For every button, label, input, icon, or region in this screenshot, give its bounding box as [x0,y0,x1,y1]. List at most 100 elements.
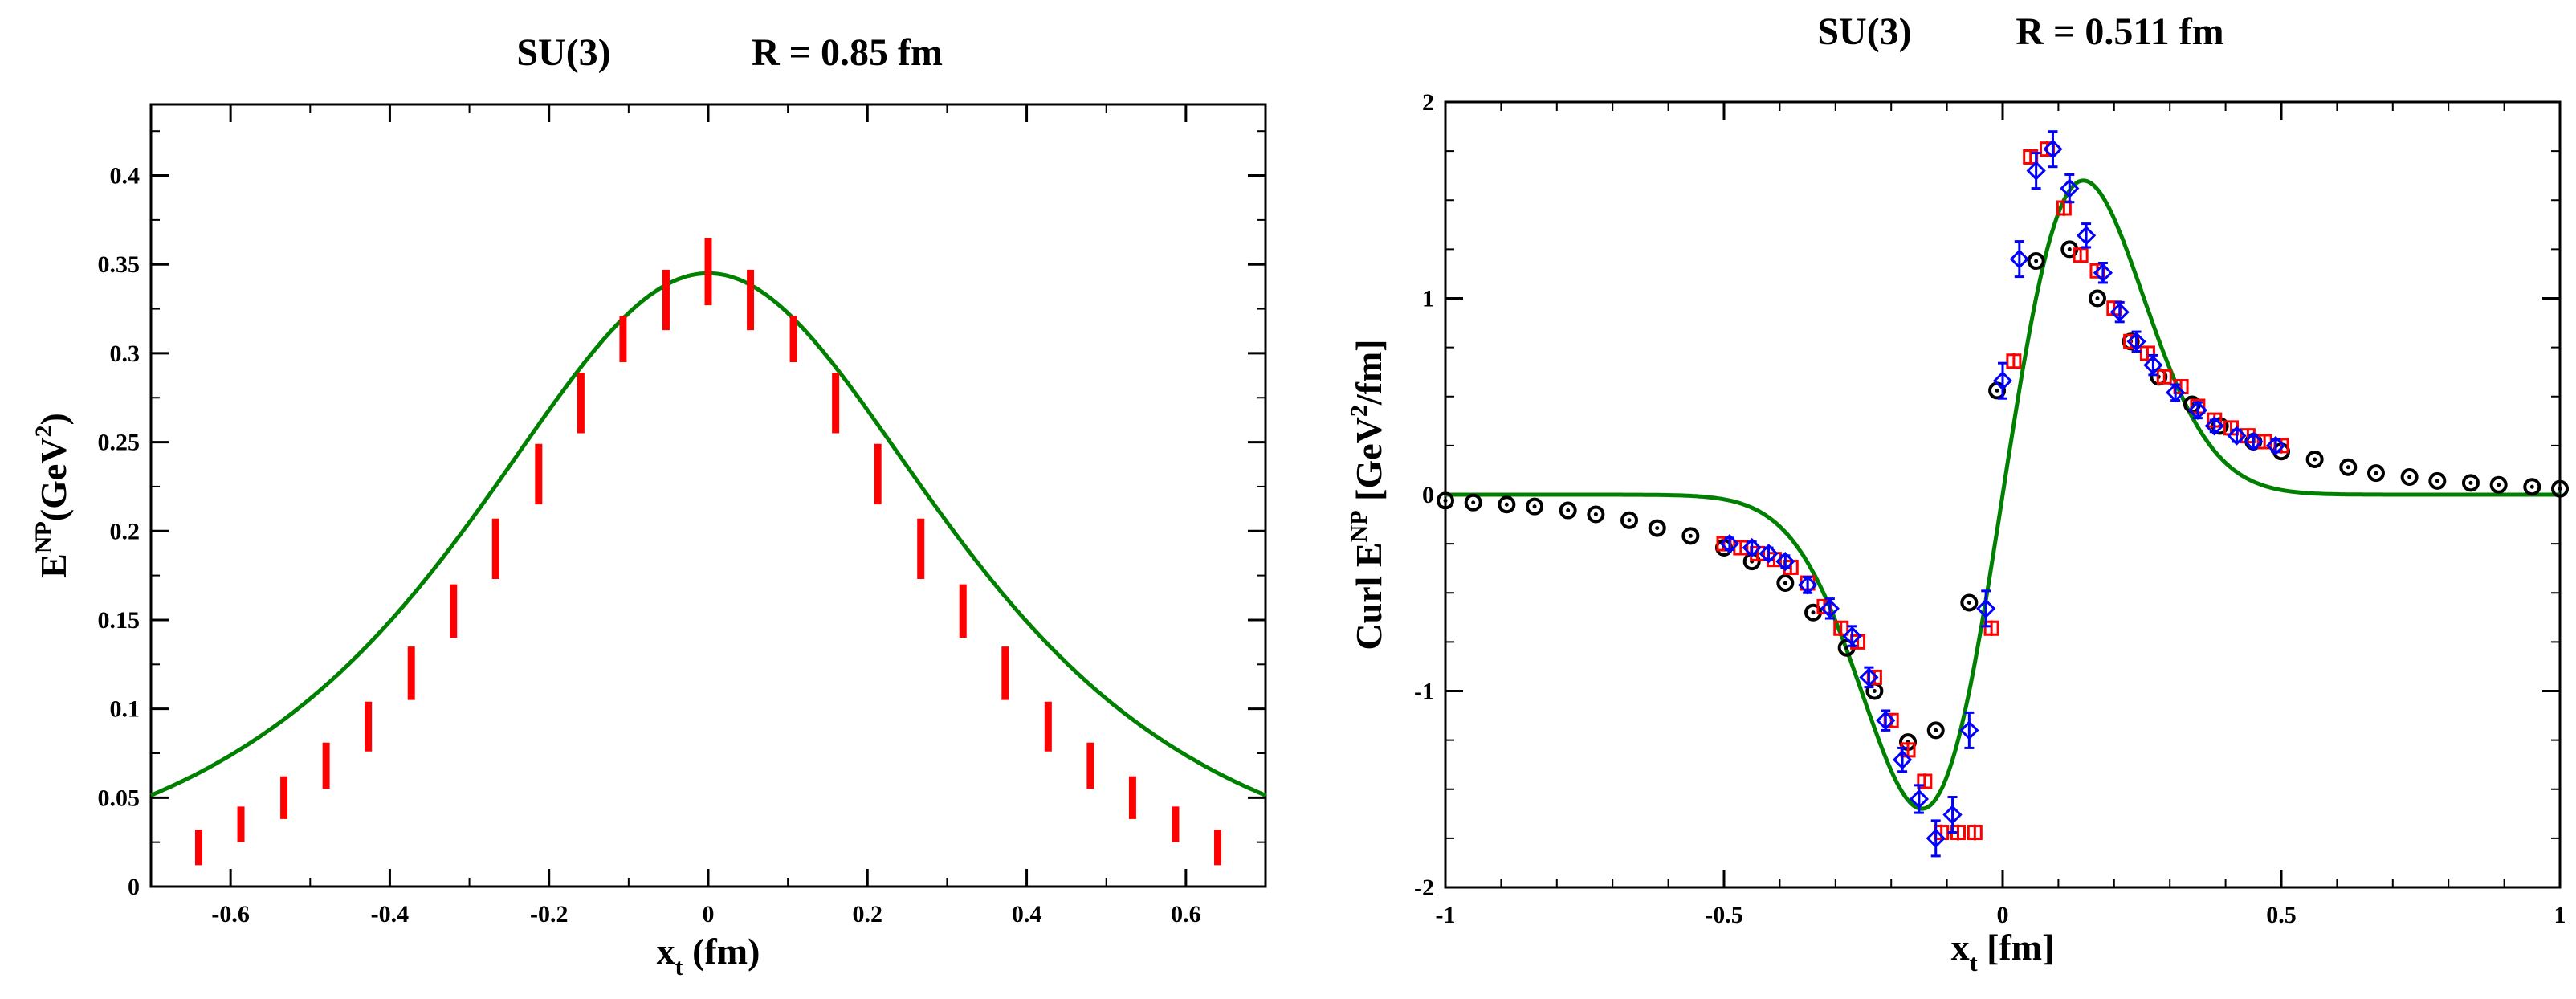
black-circle-center [1532,504,1537,509]
black-circle-point [1681,527,1700,545]
black-circle-center [2407,475,2412,479]
black-circle-point [1464,493,1482,512]
blue-diamond-point [1759,544,1779,564]
chart-right-xtick-labels: -1 -0.5 0 0.5 1 [1436,902,2566,928]
blue-diamond-point [1926,828,1946,848]
black-circle-center [1566,508,1571,513]
blue-diamond-point [1719,534,1740,554]
blue-diamond-point [2227,426,2247,446]
y-tick-label: 0.25 [98,430,141,456]
red-square-point [1833,620,1849,636]
black-circle-center [2374,471,2378,475]
blue-diamond-point [1797,575,1818,595]
blue-diamond-point [1976,598,1996,618]
blue-diamond-point [2204,416,2224,436]
chart-left-y-axis-label: ENP(GeV2) [31,413,74,578]
y-tick-label: 0.15 [98,607,141,634]
black-circle-center [1655,526,1660,531]
black-circle-center [1811,610,1816,615]
chart-left-x-axis-label: xt (fm) [657,931,760,981]
black-circle-center [2558,487,2562,491]
red-square-point [2056,200,2072,216]
chart-right-xlabel-main: x [1951,927,1970,968]
y-tick-label: 2 [1422,89,1434,116]
y-tick-label: 0.05 [98,785,141,811]
blue-diamond-point [1820,598,1840,618]
chart-right-ylabel-main: Curl E [1348,542,1389,650]
black-circle-point [1437,491,1454,510]
blue-diamond-point [2166,382,2186,402]
black-circle-center [1593,512,1598,516]
blue-diamond-point [1842,626,1862,646]
blue-diamond-point [2009,249,2029,269]
x-tick-label: 0 [1997,902,2009,928]
y-tick-label: 0.35 [98,251,141,278]
chart-left-ylabel-sup: NP [31,521,57,553]
x-tick-label: -0.4 [371,901,410,928]
chart-left-ylabel-end: ) [33,413,74,425]
chart-left-title-su3: SU(3) [516,31,610,74]
black-circle-center [2313,457,2317,462]
y-tick-label: 0.2 [110,518,141,544]
black-circle-center [2034,259,2039,263]
black-circle-point [1926,721,1945,740]
chart-right-data-points [1437,130,2569,858]
black-circle-center [1967,600,1971,605]
black-circle-point [2088,289,2106,308]
black-circle-center [1627,518,1632,523]
black-circle-center [2067,247,2072,251]
chart-right-x-axis-label: xt [fm] [1951,927,2055,977]
black-circle-center [1995,388,1999,393]
chart-left-ytick-labels: 0 0.05 0.1 0.15 0.2 0.25 0.3 0.35 0.4 [98,163,141,900]
chart-right-fit-curve [1445,178,2560,811]
black-circle-point [2551,479,2569,498]
blue-diamond-point [2026,161,2046,181]
chart-left-ylabel-unit-sup: 2 [31,425,57,437]
y-tick-label: 0.4 [110,163,141,190]
blue-diamond-point [1909,789,1930,809]
black-circle-center [2095,296,2100,300]
blue-diamond-point [2093,263,2113,283]
blue-diamond-point [2043,139,2063,159]
x-tick-label: -0.6 [211,901,250,928]
black-circle-center [1872,689,1877,693]
blue-diamond-point [1859,667,1879,687]
black-circle-point [1587,505,1605,524]
chart-left-xtick-labels: -0.6 -0.4 -0.2 0 0.2 0.4 0.6 [211,901,1200,928]
black-circle-center [1688,533,1693,538]
black-circle-center [1934,728,1938,732]
blue-diamond-point [2187,400,2208,420]
red-square-point [2006,353,2022,369]
blue-diamond-point [1742,537,1762,558]
black-circle-center [2435,479,2439,483]
black-circle-point [2339,458,2358,476]
y-tick-label: 0 [128,874,140,900]
blue-diamond-point [2126,332,2146,352]
chart-left-ylabel-main: E [33,553,74,578]
y-tick-label: -2 [1414,875,1434,901]
chart-left-energy-density: SU(3) R = 0.85 fm -0.6 -0.4 -0.2 0 0.2 0.4 0.6… [31,31,1267,981]
black-circle-point [1648,519,1666,537]
black-circle-center [2346,465,2350,470]
x-tick-label: 0.5 [2266,902,2297,928]
black-circle-center [2529,484,2534,489]
chart-right-xlabel-sub: t [1970,950,1978,977]
red-square-point [1983,620,1999,636]
chart-left-xlabel-sub: t [675,954,683,981]
chart-right-y-axis-label: Curl ENP [GeV2/fm] [1346,339,1389,650]
black-circle-point [2305,450,2324,468]
x-tick-label: 0.2 [853,901,883,928]
black-circle-point [1526,497,1544,516]
chart-right-ylabel-end: /fm] [1348,339,1389,406]
black-circle-center [1783,581,1787,585]
chart-right-ytick-labels: -2 -1 0 1 2 [1414,89,1434,901]
blue-diamond-point [2265,435,2286,455]
chart-right-title-radius: R = 0.511 fm [2016,10,2223,53]
chart-left-ylabel-unit: (GeV [33,437,74,521]
blue-diamond-point [2244,431,2264,452]
x-tick-label: 0.4 [1012,901,1042,928]
chart-left-data-points [194,238,1222,866]
chart-right-ylabel-unit-sup: 2 [1346,405,1372,417]
